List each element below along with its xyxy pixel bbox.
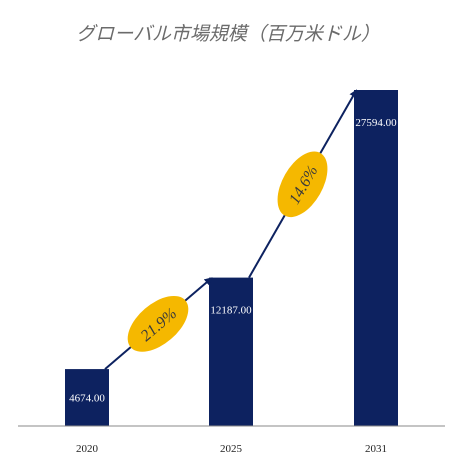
- growth-ellipse: [127, 295, 189, 352]
- growth-arrows-layer: 21.9% 14.6%: [104, 89, 357, 370]
- bar-2031: [354, 90, 398, 426]
- growth-badge-2020-2025: 21.9%: [127, 295, 189, 352]
- x-tick-label-2020: 2020: [76, 443, 99, 455]
- chart-title: グローバル市場規模（百万米ドル）: [76, 23, 380, 45]
- x-tick-label-2031: 2031: [365, 443, 387, 455]
- bars-layer: 4674.00 12187.00 27594.00: [65, 90, 398, 426]
- bar-value-label-2020: 4674.00: [69, 393, 105, 405]
- bar-2025: [209, 277, 253, 426]
- bar-value-label-2031: 27594.00: [355, 117, 397, 129]
- bar-2020: [65, 369, 109, 426]
- growth-ellipse: [277, 151, 328, 218]
- x-tick-labels: 2020 2025 2031: [76, 443, 387, 455]
- bar-value-label-2025: 12187.00: [210, 305, 252, 317]
- x-tick-label-2025: 2025: [220, 443, 243, 455]
- growth-badge-2025-2031: 14.6%: [277, 151, 328, 218]
